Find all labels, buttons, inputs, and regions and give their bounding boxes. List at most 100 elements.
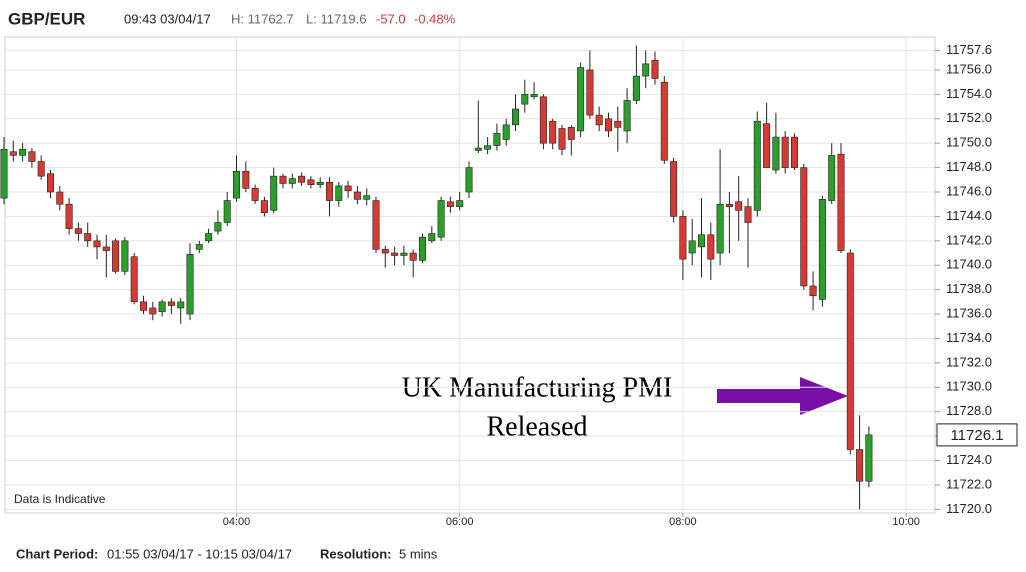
candle-body bbox=[670, 161, 678, 217]
y-tick-label: 11730.0 bbox=[946, 379, 992, 394]
candle-body bbox=[679, 216, 687, 260]
candle-body bbox=[558, 128, 566, 150]
y-tick-label: 11736.0 bbox=[946, 305, 992, 320]
candle-body bbox=[521, 94, 529, 105]
y-tick-label: 11750.0 bbox=[946, 135, 992, 150]
y-tick-label: 11742.0 bbox=[946, 232, 992, 247]
candle-body bbox=[428, 233, 436, 242]
candle-body bbox=[112, 240, 120, 272]
candle-body bbox=[325, 181, 333, 201]
candle-body bbox=[716, 203, 724, 254]
candle-body bbox=[446, 201, 454, 207]
candle-body bbox=[614, 120, 622, 128]
candle-body bbox=[242, 170, 250, 189]
candle-body bbox=[660, 81, 668, 161]
change: -57.0 bbox=[376, 11, 406, 26]
candle-body bbox=[511, 108, 519, 126]
candle-body bbox=[818, 199, 826, 300]
candle-body bbox=[697, 234, 705, 248]
candle-body bbox=[381, 249, 389, 254]
candle-body bbox=[74, 228, 82, 234]
period: 01:55 03/04/17 - 10:15 03/04/17 bbox=[107, 546, 292, 561]
candle-body bbox=[372, 200, 380, 250]
candle-body bbox=[28, 151, 36, 162]
y-tick-label: 11740.0 bbox=[946, 257, 992, 272]
period-label: Chart Period: bbox=[16, 546, 98, 561]
y-tick-label: 11752.0 bbox=[946, 110, 992, 125]
candle-body bbox=[0, 148, 8, 199]
y-tick-label: 11728.0 bbox=[946, 403, 992, 418]
candle-body bbox=[735, 201, 743, 211]
candle-body bbox=[335, 185, 343, 201]
annotation: Released bbox=[486, 411, 587, 442]
candle-body bbox=[595, 114, 603, 126]
candle-body bbox=[214, 222, 222, 232]
candle-body bbox=[260, 200, 268, 214]
high: H: 11762.7 bbox=[231, 11, 294, 26]
y-tick-label: 11720.0 bbox=[946, 501, 992, 516]
candle-body bbox=[753, 120, 761, 211]
candle-body bbox=[772, 136, 780, 171]
y-tick-label: 11754.0 bbox=[946, 86, 992, 101]
y-tick-label: 11722.0 bbox=[946, 476, 992, 491]
candle-body bbox=[316, 181, 324, 185]
candle-body bbox=[37, 161, 45, 177]
candle-body bbox=[149, 307, 157, 315]
candle-body bbox=[288, 178, 296, 184]
candle-body bbox=[474, 147, 482, 151]
candle-body bbox=[140, 301, 148, 311]
resolution: 5 mins bbox=[399, 546, 438, 561]
candle-body bbox=[549, 120, 557, 144]
candle-body bbox=[651, 59, 659, 79]
y-tick-label: 11748.0 bbox=[946, 159, 992, 174]
candle-body bbox=[502, 124, 510, 140]
candle-body bbox=[233, 170, 241, 199]
annotation: UK Manufacturing PMI bbox=[402, 372, 673, 403]
candle-body bbox=[642, 63, 650, 77]
candle-body bbox=[391, 252, 399, 256]
candle-body bbox=[707, 234, 715, 260]
candle-body bbox=[530, 94, 538, 98]
candle-body bbox=[744, 206, 752, 223]
candle-body bbox=[158, 301, 166, 312]
note: Data is Indicative bbox=[14, 492, 106, 506]
candle-body bbox=[809, 285, 817, 297]
y-tick-label: 11738.0 bbox=[946, 281, 992, 296]
last-price: 11726.1 bbox=[950, 427, 1003, 444]
candle-body bbox=[539, 96, 547, 144]
candle-body bbox=[298, 175, 306, 183]
candle-body bbox=[604, 118, 612, 132]
candle-body bbox=[223, 200, 231, 223]
candle-body bbox=[167, 301, 175, 306]
candle-body bbox=[418, 236, 426, 261]
candle-body bbox=[65, 203, 73, 229]
candle-body bbox=[586, 69, 594, 116]
candle-body bbox=[251, 188, 259, 201]
candle-body bbox=[837, 153, 845, 251]
plot-frame bbox=[4, 36, 936, 514]
y-tick-label: 11734.0 bbox=[946, 330, 992, 345]
arrow bbox=[717, 377, 848, 415]
candle-body bbox=[865, 434, 873, 482]
candle-body bbox=[623, 100, 631, 132]
candle-body bbox=[828, 155, 836, 201]
y-tick-label: 11744.0 bbox=[946, 208, 992, 223]
candle-body bbox=[307, 179, 315, 185]
candle-body bbox=[353, 191, 361, 200]
candle-body bbox=[456, 200, 464, 207]
candle-body bbox=[688, 240, 696, 254]
x-tick-label: 08:00 bbox=[669, 516, 697, 528]
candle-body bbox=[344, 185, 352, 192]
candle-body bbox=[493, 133, 501, 146]
candle-body bbox=[46, 173, 54, 193]
candle-body bbox=[577, 67, 585, 132]
candle-body bbox=[465, 167, 473, 193]
x-tick-label: 10:00 bbox=[892, 516, 920, 528]
candle-body bbox=[56, 191, 64, 205]
candle-body bbox=[484, 145, 492, 150]
candle-body bbox=[437, 200, 445, 238]
candle-body bbox=[400, 252, 408, 256]
last-price-box bbox=[936, 423, 1018, 447]
low: L: 11719.6 bbox=[306, 11, 366, 26]
